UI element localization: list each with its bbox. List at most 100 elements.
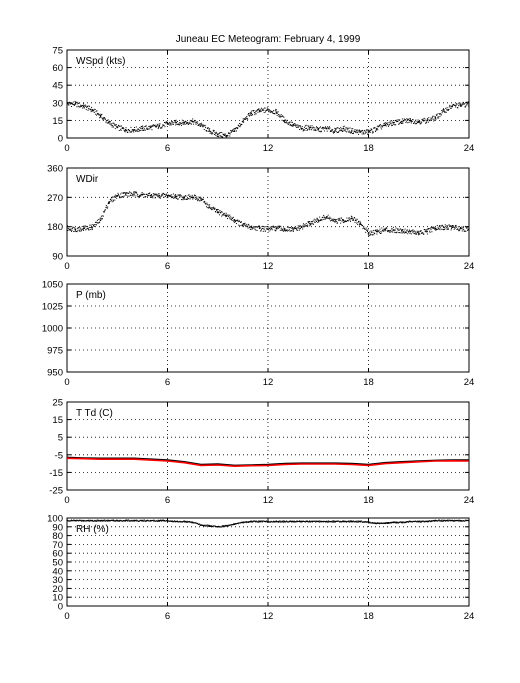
scatter-dot — [70, 228, 72, 230]
scatter-dot — [308, 225, 310, 227]
scatter-dot — [407, 233, 409, 235]
scatter-dot — [319, 216, 321, 218]
scatter-dot — [380, 231, 382, 233]
scatter-dot — [439, 227, 441, 229]
scatter-dot — [131, 130, 133, 132]
data-point — [334, 130, 336, 132]
scatter-dot — [185, 121, 187, 123]
scatter-dot — [443, 520, 445, 522]
scatter-dot — [189, 520, 191, 522]
scatter-dot — [135, 192, 137, 194]
scatter-dot — [96, 219, 98, 221]
scatter-dot — [161, 193, 163, 195]
scatter-dot — [361, 224, 363, 226]
scatter-dot — [161, 520, 163, 522]
data-point — [67, 103, 68, 105]
scatter-dot — [67, 225, 68, 227]
scatter-dot — [187, 194, 189, 196]
scatter-dot — [260, 230, 262, 232]
scatter-dot — [184, 520, 186, 522]
scatter-dot — [319, 127, 321, 129]
scatter-dot — [87, 109, 89, 111]
scatter-dot — [121, 125, 123, 127]
scatter-dot — [102, 117, 104, 119]
scatter-dot — [352, 133, 354, 135]
scatter-dot — [280, 225, 282, 227]
scatter-dot — [358, 129, 360, 131]
y-tick-label: 50 — [52, 558, 63, 569]
scatter-dot — [243, 522, 245, 524]
data-point — [133, 129, 135, 131]
data-point — [91, 226, 93, 229]
scatter-dot — [121, 192, 123, 194]
scatter-dot — [439, 116, 441, 118]
scatter-dot — [385, 522, 387, 524]
scatter-dot — [449, 519, 451, 521]
scatter-dot — [292, 123, 294, 125]
scatter-dot — [418, 230, 420, 232]
scatter-dot — [447, 109, 449, 111]
scatter-dot — [159, 197, 161, 199]
scatter-dot — [298, 125, 300, 127]
scatter-dot — [271, 111, 273, 113]
scatter-dot — [438, 519, 440, 521]
scatter-dot — [280, 114, 282, 116]
scatter-dot — [350, 520, 352, 522]
scatter-dot — [238, 124, 240, 126]
scatter-dot — [232, 216, 234, 218]
scatter-dot — [239, 122, 241, 124]
scatter-dot — [346, 217, 348, 219]
x-tick-label: 18 — [363, 611, 374, 622]
scatter-dot — [421, 231, 423, 233]
scatter-dot — [396, 522, 398, 524]
scatter-dot — [273, 225, 275, 227]
scatter-dot — [127, 131, 129, 133]
scatter-dot — [467, 228, 469, 230]
scatter-dot — [351, 128, 353, 130]
scatter-dot — [119, 197, 121, 199]
scatter-dot — [326, 130, 328, 132]
scatter-dot — [369, 131, 371, 133]
data-point — [309, 222, 311, 225]
scatter-dot — [121, 127, 123, 129]
scatter-dot — [145, 196, 147, 198]
scatter-dot — [421, 232, 423, 234]
scatter-dot — [140, 193, 142, 195]
scatter-dot — [87, 520, 89, 522]
scatter-dot — [412, 119, 414, 121]
scatter-dot — [405, 121, 407, 123]
scatter-dot — [363, 226, 365, 228]
scatter-dot — [412, 231, 414, 233]
scatter-dot — [278, 227, 280, 229]
scatter-dot — [232, 524, 234, 526]
scatter-dot — [103, 211, 105, 213]
scatter-dot — [410, 233, 412, 235]
scatter-dot — [129, 191, 131, 193]
scatter-dot — [154, 124, 156, 126]
scatter-dot — [322, 126, 324, 128]
scatter-dot — [234, 523, 236, 525]
scatter-dot — [203, 201, 205, 203]
scatter-dot — [126, 519, 128, 521]
scatter-dot — [169, 194, 171, 196]
scatter-dot — [387, 122, 389, 124]
scatter-dot — [67, 230, 69, 232]
scatter-dot — [351, 216, 353, 218]
scatter-dot — [375, 230, 377, 232]
scatter-dot — [91, 519, 93, 521]
data-point — [183, 196, 185, 199]
scatter-dot — [442, 110, 444, 112]
scatter-dot — [203, 129, 205, 131]
scatter-dot — [139, 127, 141, 129]
scatter-dot — [116, 195, 118, 197]
scatter-dot — [434, 119, 436, 121]
scatter-dot — [138, 196, 140, 198]
scatter-dot — [269, 227, 271, 229]
scatter-dot — [384, 122, 386, 124]
scatter-dot — [233, 128, 235, 130]
scatter-dot — [299, 520, 301, 522]
scatter-dot — [258, 225, 260, 227]
scatter-dot — [178, 194, 180, 196]
scatter-dot — [362, 129, 364, 131]
scatter-dot — [198, 200, 200, 202]
